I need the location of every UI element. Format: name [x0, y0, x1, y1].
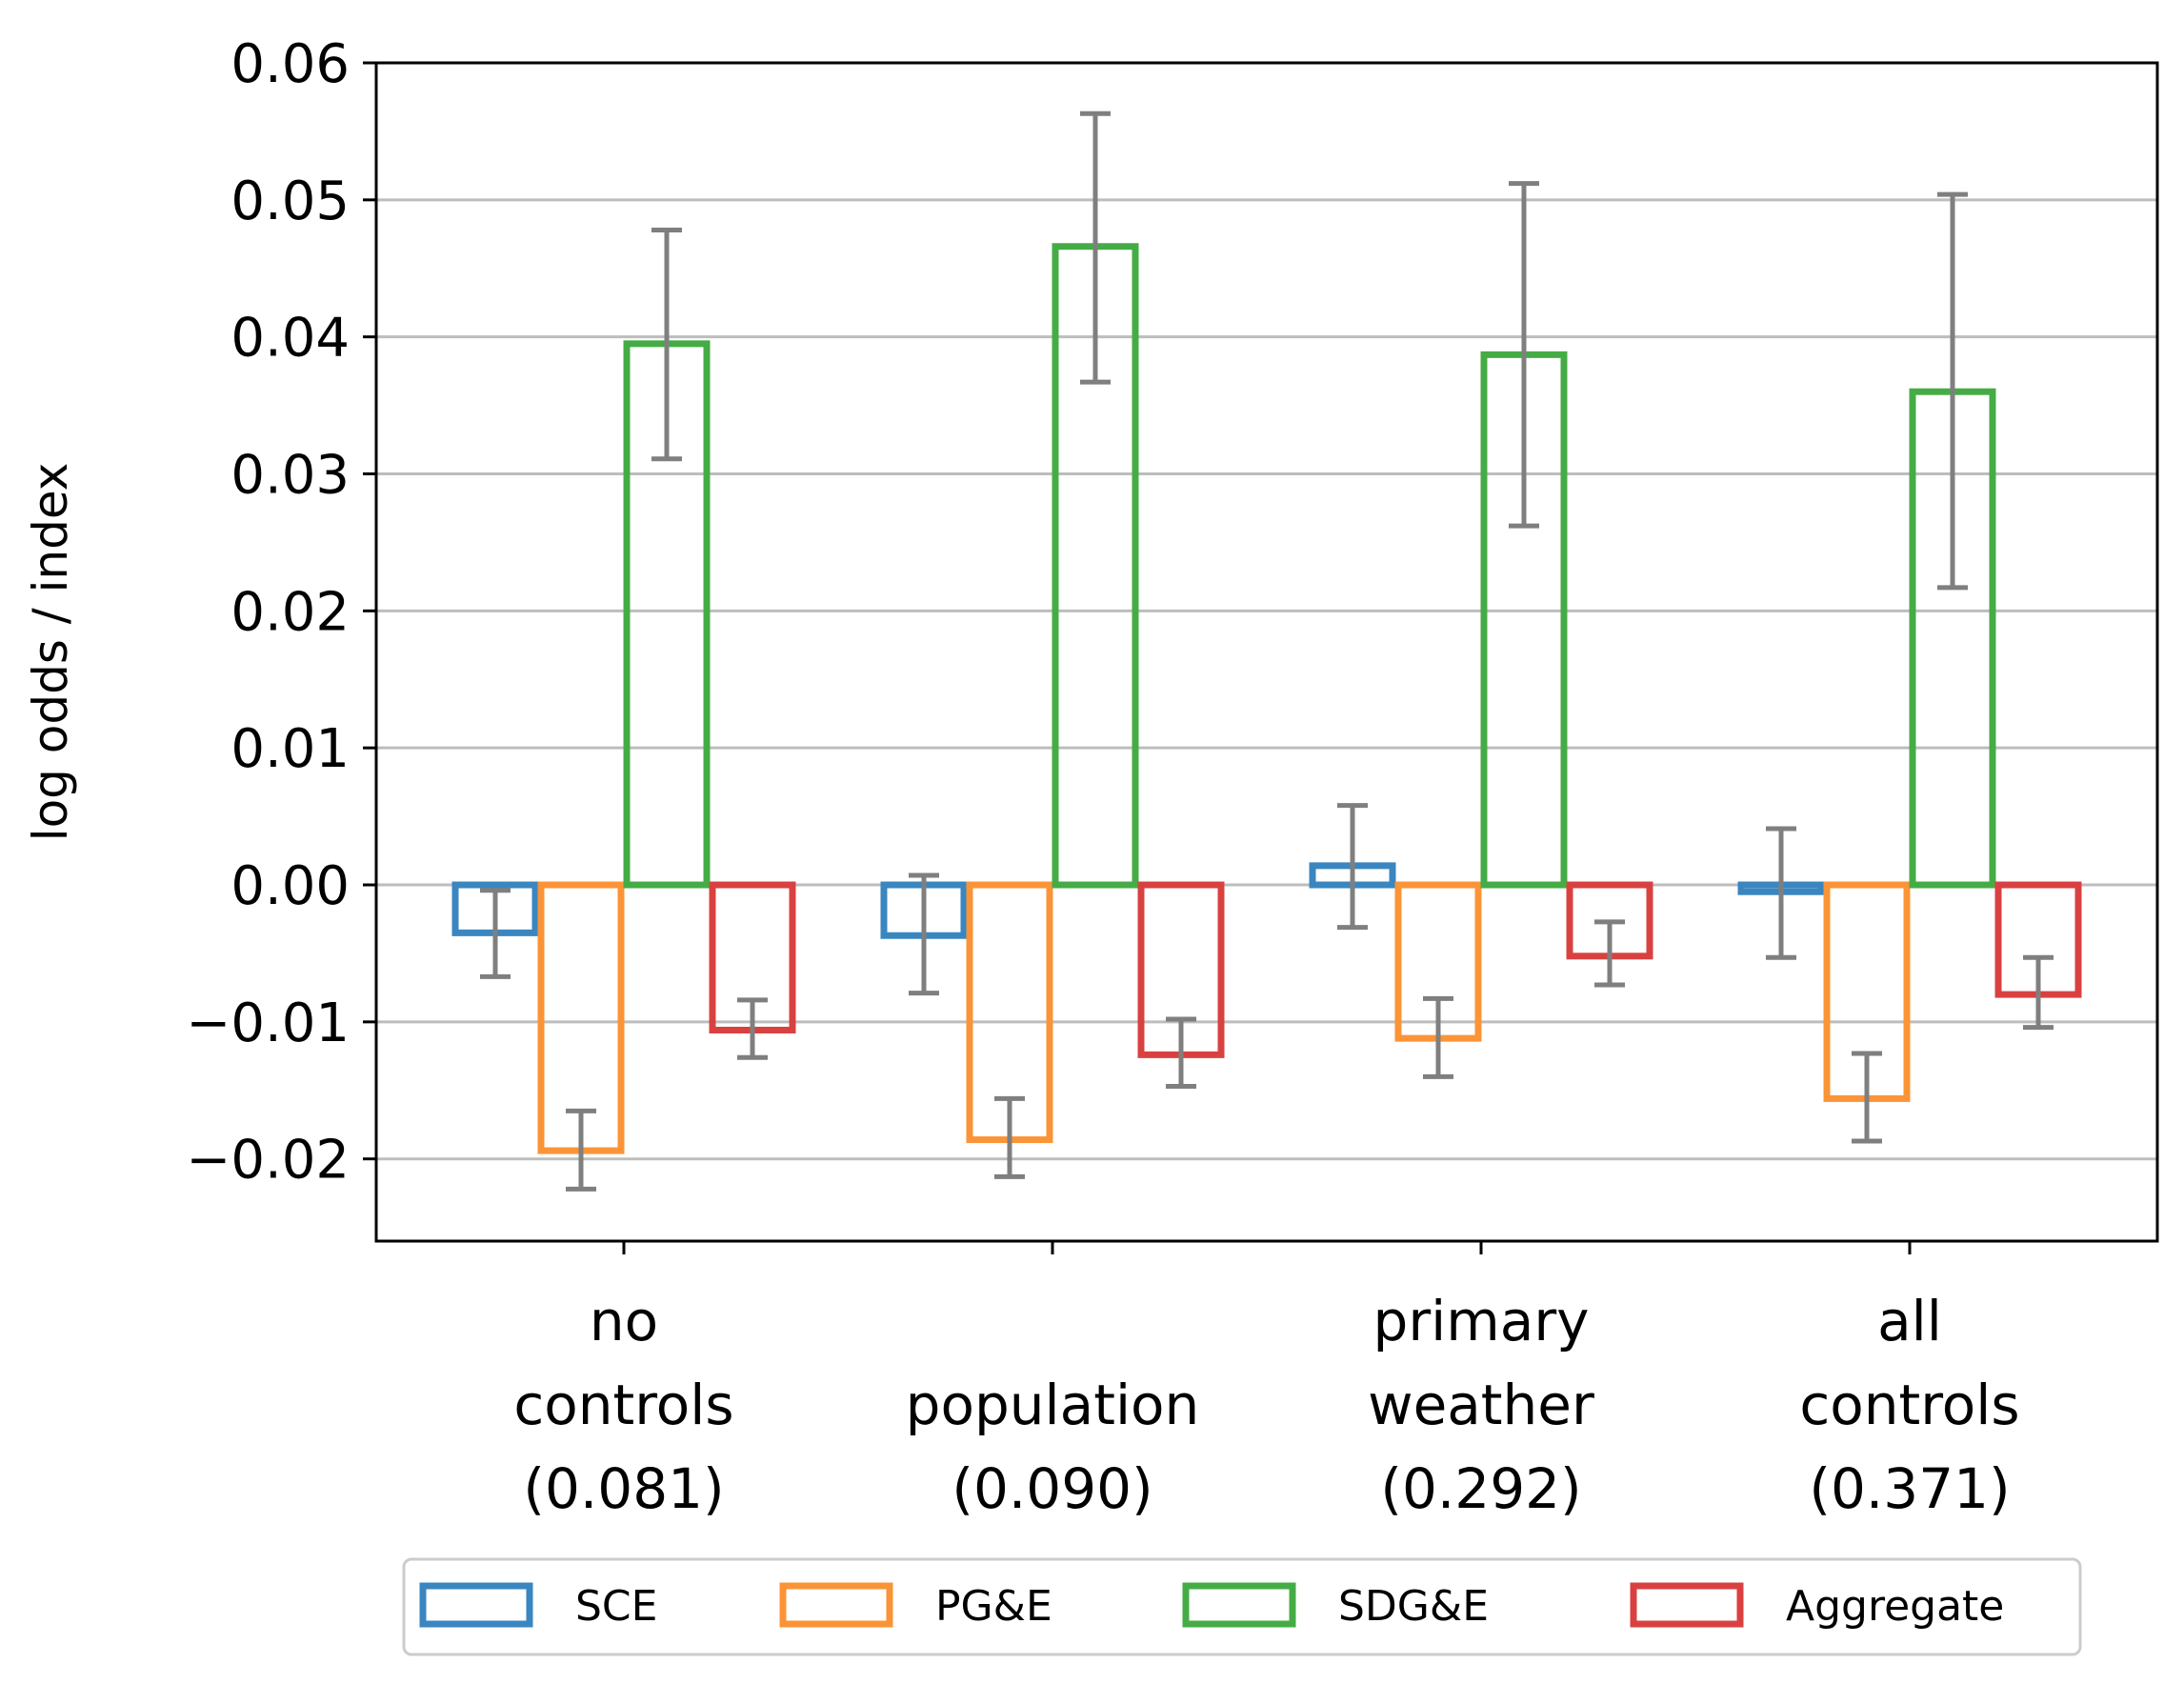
y-tick-label: 0.06: [230, 33, 350, 95]
x-axis-ticks: no controls (0.081) population (0.090) primar…: [513, 1241, 2020, 1521]
y-tick-label: 0.03: [230, 445, 350, 507]
error-bar: [1594, 919, 1625, 988]
y-tick-label: 0.01: [230, 718, 350, 780]
legend-entry: SCE: [419, 1582, 657, 1631]
error-bar: [480, 888, 511, 979]
error-bar: [2023, 954, 2054, 1031]
y-axis-label: log odds / index: [23, 463, 78, 842]
error-bar: [909, 872, 939, 996]
x-tick-label-line: controls: [1799, 1373, 2019, 1437]
x-tick-label-line: controls: [513, 1373, 733, 1437]
legend-label: PG&E: [935, 1582, 1052, 1631]
legend-entry: Aggregate: [1630, 1582, 2004, 1631]
error-bar: [1509, 181, 1539, 529]
error-bar: [1337, 803, 1368, 931]
x-tick-label-line: population: [906, 1373, 1200, 1437]
y-tick-label: 0.02: [230, 581, 350, 643]
error-bar: [1766, 826, 1796, 960]
x-tick-label: primary weather (0.292): [1368, 1289, 1594, 1521]
error-bar: [1937, 191, 1968, 591]
error-bar: [1166, 1016, 1196, 1089]
y-tick-label: 0.05: [230, 170, 350, 232]
x-tick-label-line: (0.371): [1809, 1456, 2010, 1521]
plot-frame: [374, 61, 2159, 1243]
x-tick-label-line: no: [590, 1289, 658, 1353]
legend-swatch: [779, 1582, 893, 1628]
legend-entry: PG&E: [779, 1582, 1052, 1631]
error-bar: [651, 227, 682, 462]
error-bar: [737, 997, 768, 1060]
x-tick-label: no controls (0.081): [513, 1289, 733, 1521]
error-bar: [1852, 1051, 1882, 1144]
y-tick-label: 0.04: [230, 308, 350, 370]
y-tick-label: −0.02: [186, 1130, 350, 1192]
y-tick-label: −0.01: [186, 992, 350, 1054]
x-tick-label-line: (0.081): [523, 1456, 724, 1521]
error-bar: [994, 1095, 1025, 1179]
legend-label: Aggregate: [1786, 1582, 2004, 1631]
x-tick-label-line: weather: [1368, 1373, 1594, 1437]
bars: [451, 243, 2082, 1154]
legend-swatch: [419, 1582, 533, 1628]
x-tick-label-line: all: [1877, 1289, 1942, 1353]
error-bars: [480, 110, 2054, 1192]
error-bar: [1080, 110, 1111, 385]
x-tick-label: all controls (0.371): [1799, 1289, 2019, 1521]
legend-label: SCE: [575, 1582, 657, 1631]
x-tick-label-line: primary: [1373, 1289, 1590, 1353]
error-bar: [566, 1108, 596, 1192]
legend-swatch: [1630, 1582, 1744, 1628]
error-bar: [1423, 995, 1453, 1079]
legend-entry: SDG&E: [1182, 1582, 1489, 1631]
y-tick-label: 0.00: [230, 855, 350, 917]
x-tick-label-line: (0.292): [1380, 1456, 1581, 1521]
legend-swatch: [1182, 1582, 1296, 1628]
legend-label: SDG&E: [1338, 1582, 1489, 1631]
x-tick-label-line: (0.090): [952, 1456, 1152, 1521]
gridlines: [376, 61, 2157, 1161]
y-axis-ticks: −0.02 −0.01 0.00 0.01 0.02 0.03 0.04 0.05 0.06: [186, 33, 376, 1192]
x-tick-label: population (0.090): [906, 1373, 1200, 1521]
legend: SCE PG&E SDG&E Aggregate: [402, 1557, 2082, 1656]
